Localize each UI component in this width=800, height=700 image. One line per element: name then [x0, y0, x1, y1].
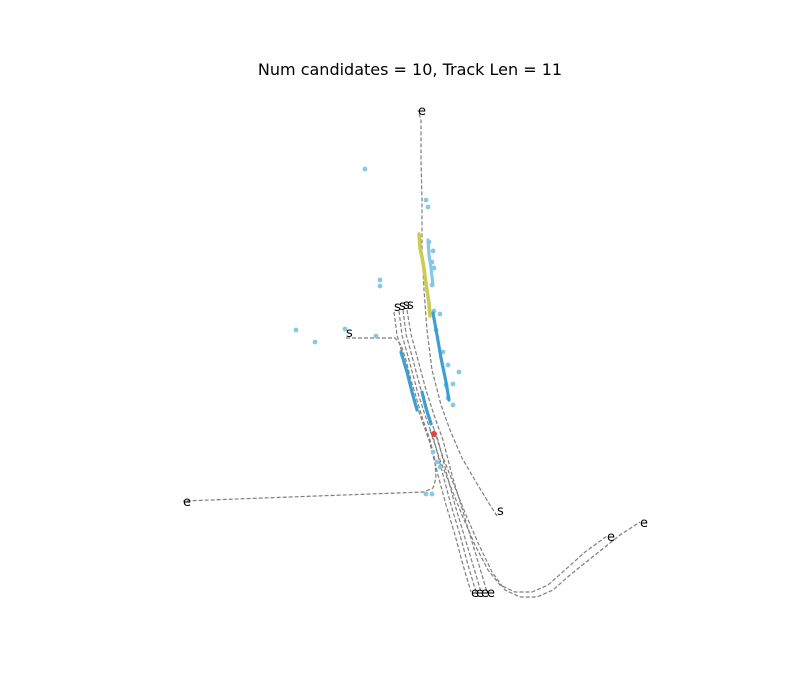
- candidate-point-2: [425, 204, 431, 210]
- highlight-segment-layer: [417, 232, 432, 318]
- current-point: [431, 431, 437, 437]
- candidate-point-19: [456, 369, 462, 375]
- path-start-label-2: s: [394, 300, 401, 315]
- candidate-point-28: [429, 491, 435, 497]
- candidate-point-25: [434, 459, 440, 465]
- candidate-point-11: [312, 339, 318, 345]
- path-end-label-4: e: [481, 586, 489, 601]
- matched-segments-layer: [399, 238, 451, 426]
- candidate-point-15: [437, 311, 443, 317]
- current-point-layer: [431, 431, 437, 437]
- candidate-path-3: [398, 310, 477, 593]
- candidate-path-7: [433, 429, 641, 598]
- path-end-label-3: e: [476, 586, 484, 601]
- path-end-label-7: e: [640, 516, 648, 531]
- path-end-label-6: e: [607, 530, 615, 545]
- path-start-label-3: s: [399, 299, 406, 314]
- path-end-label-2: e: [471, 586, 479, 601]
- chart-title: Num candidates = 10, Track Len = 11: [257, 60, 563, 79]
- candidate-path-6: [429, 429, 608, 593]
- candidate-point-26: [437, 464, 443, 470]
- candidate-path-4: [402, 309, 482, 593]
- path-end-label-1: e: [183, 495, 191, 510]
- path-start-label-1: s: [346, 326, 353, 341]
- path-end-label-0: e: [418, 104, 426, 119]
- path-start-label-5: s: [407, 298, 414, 313]
- candidate-paths-layer: [182, 109, 641, 598]
- highlight-segment: [417, 232, 432, 318]
- path-start-label-4: s: [403, 298, 410, 313]
- candidate-point-6: [431, 265, 437, 271]
- matched-segment-1: [431, 311, 451, 402]
- candidate-path-0: [417, 109, 498, 517]
- matched-segment-0: [399, 350, 419, 412]
- candidate-point-0: [362, 166, 368, 172]
- candidate-point-4: [430, 248, 436, 254]
- path-end-label-5: e: [487, 586, 495, 601]
- candidate-point-17: [440, 349, 446, 355]
- candidate-point-13: [373, 333, 379, 339]
- candidate-path-5: [406, 309, 488, 593]
- candidate-point-1: [423, 197, 429, 203]
- matched-segment-2: [420, 390, 433, 426]
- candidate-point-18: [445, 362, 451, 368]
- path-start-label-0: s: [497, 504, 504, 519]
- candidate-point-21: [450, 381, 456, 387]
- candidate-point-9: [377, 283, 383, 289]
- candidate-path-1: [182, 337, 437, 502]
- candidate-point-23: [450, 402, 456, 408]
- candidate-point-8: [377, 277, 383, 283]
- candidate-point-10: [293, 327, 299, 333]
- candidate-point-24: [430, 449, 436, 455]
- candidate-path-2: [393, 311, 472, 593]
- matched-segment-3: [426, 238, 435, 287]
- candidate-point-12: [342, 326, 348, 332]
- candidate-point-27: [423, 491, 429, 497]
